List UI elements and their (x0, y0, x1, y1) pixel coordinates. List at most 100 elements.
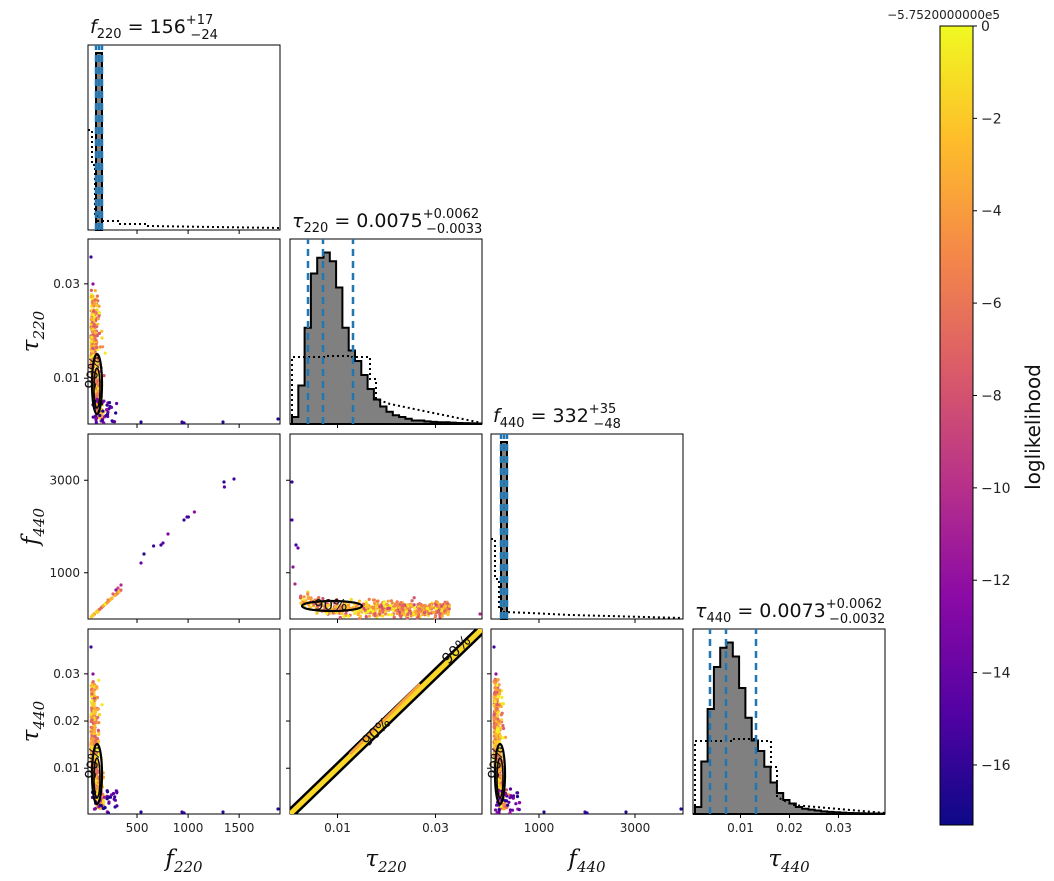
scatter-point (495, 683, 499, 688)
scatter-point (391, 607, 395, 611)
scatter-point (403, 606, 407, 611)
scatter-point (542, 810, 546, 814)
scatter-point (92, 315, 96, 319)
scatter-point (434, 603, 438, 607)
scatter-point (90, 342, 94, 346)
scatter-point (401, 603, 405, 607)
scatter-point (390, 613, 394, 617)
scatter-point (433, 616, 437, 620)
scatter-point (495, 811, 499, 815)
scatter-point (493, 808, 498, 812)
scatter-point (447, 610, 451, 614)
contour-inner (496, 757, 504, 799)
scatter-point (495, 706, 499, 711)
y-axis-label-tau440-text: τ440 (18, 700, 48, 742)
scatter-point (95, 785, 99, 789)
scatter-point (382, 601, 386, 605)
scatter-point (498, 688, 502, 692)
scatter-point (89, 352, 93, 357)
scatter-point (447, 604, 451, 608)
scatter-point (94, 331, 98, 335)
scatter-point (114, 411, 118, 415)
scatter-point (93, 289, 97, 293)
scatter-point (103, 351, 107, 355)
panel-f220-f440 (87, 433, 281, 620)
scatter-point (276, 417, 280, 421)
scatter-point (91, 313, 95, 317)
scatter-band (290, 629, 482, 814)
scatter-point (409, 611, 413, 615)
x-tick-label: 500 (126, 821, 149, 835)
scatter-point (139, 561, 143, 565)
scatter-point (90, 320, 94, 324)
histogram (694, 641, 885, 815)
scatter-point (182, 811, 186, 815)
scatter-point (299, 601, 303, 606)
scatter-point (316, 604, 320, 608)
scatter-point (499, 713, 503, 717)
scatter-point (437, 608, 441, 612)
y-axis-label-f440-text: f440 (18, 507, 48, 547)
scatter-point (104, 414, 108, 418)
scatter-point (97, 713, 102, 717)
scatter-point (492, 751, 496, 755)
scatter-point (92, 807, 97, 811)
scatter-point (90, 730, 94, 734)
scatter-point (371, 598, 376, 602)
scatter-point (290, 480, 294, 484)
scatter-point (440, 614, 444, 618)
scatter-point (509, 795, 514, 799)
scatter-point (115, 791, 119, 795)
scatter-point (390, 601, 394, 605)
panels: f220 = 156+17 −24 τ220 = 0.0075+0.0062 −0.0… (18, 13, 886, 876)
panel-f220-tau220 (87, 238, 281, 425)
scatter-point (364, 611, 368, 615)
scatter-point (159, 543, 163, 547)
contour-90 (493, 742, 507, 806)
scatter-point (302, 595, 306, 599)
y-axis-label-f440: f440 (18, 507, 48, 547)
scatter-point (91, 282, 95, 286)
scatter-point (375, 605, 379, 609)
prior-histogram (491, 538, 684, 619)
diagonal-band (290, 629, 482, 814)
scatter-point (504, 788, 509, 792)
scatter-point (89, 695, 94, 699)
scatter-point (406, 613, 410, 617)
scatter-point (182, 421, 186, 425)
scatter-point (425, 606, 429, 610)
scatter-point (91, 303, 95, 307)
scatter-point (446, 613, 450, 617)
scatter-point (293, 582, 297, 586)
x-axis-label-tau220-text: τ220 (365, 846, 407, 876)
scatter-point (90, 316, 94, 321)
scatter-point (116, 586, 120, 590)
scatter-point (114, 588, 118, 592)
x-axis-label-f220: f220 (163, 846, 203, 876)
y-tick-label: 0.03 (53, 667, 80, 681)
scatter-point (517, 808, 521, 812)
colorbar-tick-label: −4 (981, 204, 1002, 220)
scatter-point (101, 345, 105, 349)
scatter-point (385, 602, 389, 607)
scatter-point (93, 739, 98, 743)
scatter-point (105, 789, 109, 793)
scatter-point (95, 416, 99, 420)
scatter-point (232, 477, 236, 481)
contour-inner (93, 757, 101, 799)
x-axis-label-tau440: τ440 (768, 846, 810, 876)
scatter-point (358, 614, 363, 618)
scatter-point (98, 345, 102, 349)
y-axis-label-tau220: τ220 (18, 310, 48, 352)
y-tick-label: 0.01 (53, 371, 80, 385)
scatter-point (139, 810, 143, 814)
scatter-point (356, 609, 360, 613)
scatter-point (624, 810, 628, 814)
scatter-point (96, 715, 100, 720)
scatter-point (438, 612, 442, 617)
scatter-point (91, 415, 95, 419)
panel-f220-tau440 (87, 628, 281, 815)
scatter-point (392, 615, 396, 619)
contour-inner (93, 367, 101, 409)
scatter-point (102, 374, 106, 378)
